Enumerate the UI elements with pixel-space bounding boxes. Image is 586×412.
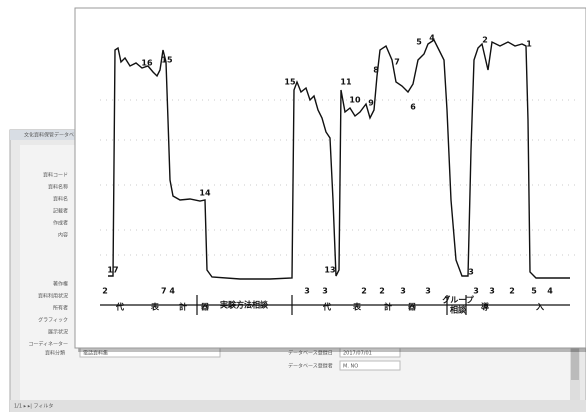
db-user-input[interactable]	[339, 360, 401, 371]
bottom-number: 3	[322, 287, 328, 296]
db-date: 2017/07/01	[343, 351, 372, 357]
status: 1/1 ▸ ▸| フィルタ	[14, 403, 53, 410]
bottom-number: 3	[425, 287, 431, 296]
recorder-trace	[108, 38, 570, 280]
db-user: M. NO	[343, 364, 358, 370]
caption: 代	[115, 302, 124, 312]
caption: 計	[179, 302, 187, 312]
field-label: 資料コード	[43, 172, 68, 179]
peak-label: 15	[161, 56, 173, 65]
caption: 相談	[450, 305, 467, 315]
db-user-label: データベース登録者	[288, 363, 333, 370]
bottom-number: 3	[400, 287, 406, 296]
bottom-number: 2	[379, 287, 385, 296]
peak-label: 16	[141, 59, 153, 68]
caption: 計	[384, 302, 392, 312]
peak-label: 8	[373, 66, 379, 75]
field-label: 資料利用状況	[38, 293, 68, 300]
bottom-number: 4	[547, 287, 553, 296]
bottom-number: 3	[473, 287, 479, 296]
peak-label: 2	[482, 36, 488, 45]
bottom-number: 5	[531, 287, 537, 296]
caption: 器	[407, 303, 417, 312]
status-bar	[10, 400, 586, 412]
bottom-number: 7 4	[161, 287, 175, 296]
field-label: 資料名称	[48, 184, 68, 191]
category-value: 電話資料集	[83, 350, 108, 357]
peak-label: 11	[340, 78, 352, 87]
bottom-number: 3	[304, 287, 310, 296]
peak-label: 14	[199, 189, 211, 198]
bottom-number: 2	[361, 287, 367, 296]
field-label: 記載者	[53, 208, 68, 215]
peak-label: 7	[394, 58, 400, 67]
peak-label: 5	[416, 38, 422, 47]
field-label: コーディネーター	[28, 341, 68, 348]
bottom-number: 2	[102, 287, 108, 296]
peak-label: 10	[349, 96, 361, 105]
field-label: グラフィック	[38, 317, 68, 324]
caption: 表	[352, 302, 362, 312]
field-label: 作成者	[53, 220, 68, 227]
caption: 導	[481, 302, 489, 312]
caption: 器	[200, 303, 210, 312]
caption: グループ	[442, 295, 475, 305]
caption: 実験方法相談	[220, 300, 269, 310]
caption: 入	[535, 303, 544, 312]
peak-label: 1	[526, 40, 532, 49]
caption-arrows	[100, 295, 570, 315]
db-date-label: データベース登録日	[288, 350, 333, 357]
caption: 表	[150, 302, 160, 312]
field-label: 所有者	[53, 305, 68, 312]
category-label: 資料分類	[45, 350, 65, 357]
peak-label: 3	[468, 268, 474, 277]
field-label: 展示状況	[48, 329, 68, 336]
scroll-thumb[interactable]	[571, 340, 579, 380]
field-label: 内容	[58, 232, 68, 239]
peak-label: 6	[410, 103, 416, 112]
field-label: 資料名	[53, 196, 68, 203]
peak-label: 15	[284, 78, 296, 87]
bottom-number: 2	[509, 287, 515, 296]
caption: 代	[322, 302, 331, 312]
peak-label: 4	[429, 34, 435, 43]
window-title: 文化資料保管データベース	[24, 132, 84, 139]
peak-label: 13	[324, 266, 335, 275]
field-label: 著作権	[53, 281, 68, 288]
peak-label: 9	[368, 99, 374, 108]
bottom-number: 3	[489, 287, 495, 296]
peak-label: 17	[107, 266, 118, 275]
